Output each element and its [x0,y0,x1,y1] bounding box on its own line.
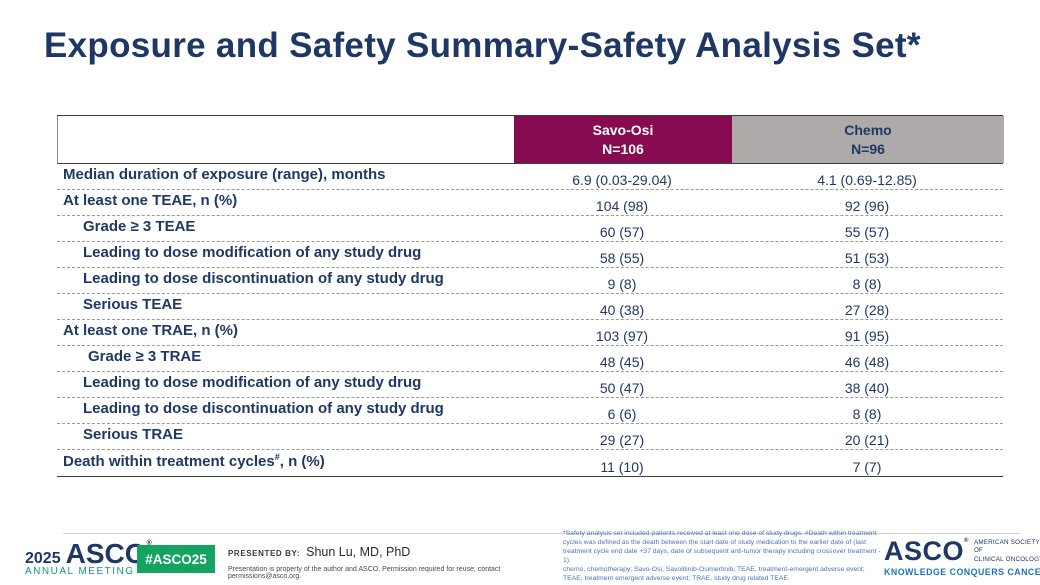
savo-osi-value: 58 (55) [599,250,645,266]
table-row: Grade ≥ 3 TRAE 48 (45) 46 (48) [57,346,1003,372]
table-row: Median duration of exposure (range), mon… [57,164,1003,190]
chemo-value: 91 (95) [844,328,890,344]
annual-meeting-label: ANNUAL MEETING [25,566,135,577]
presented-by-label: PRESENTED BY: [228,549,301,558]
asco-annual-meeting-logo-top: 2025 ASCO® [25,540,152,568]
savo-osi-n: N=106 [602,140,644,157]
chemo-value: 8 (8) [852,276,882,292]
savo-osi-value: 48 (45) [599,354,645,370]
column-header-blank [58,116,514,163]
table-row: Leading to dose modification of any stud… [57,372,1003,398]
row-label: Leading to dose discontinuation of any s… [83,270,444,287]
footnote-abbreviations: chemo, chemotherapy; Savo-Osi, Savolitin… [563,565,865,582]
chemo-value: 46 (48) [844,354,890,370]
hashtag-badge: #ASCO25 [137,545,215,573]
registered-mark: ® [964,538,969,544]
row-label: Grade ≥ 3 TRAE [88,348,202,365]
chemo-value: 4.1 (0.69-12.85) [817,172,917,188]
footnotes: *Safety analysis set included patients r… [563,530,883,584]
row-label-suffix: , n (%) [279,453,325,470]
row-label: Death within treatment cycles#, n (%) [57,450,513,476]
savo-osi-value: 40 (38) [599,302,645,318]
savo-osi-name: Savo-Osi [592,122,654,139]
savo-osi-value: 11 (10) [600,459,644,475]
page-title: Exposure and Safety Summary-Safety Analy… [44,26,921,65]
savo-osi-value: 104 (98) [595,198,649,214]
savo-osi-value: 29 (27) [599,432,645,448]
table-header-row: Savo-Osi N=106 Chemo N=96 [57,116,1004,164]
table-row: Death within treatment cycles#, n (%) 11… [57,450,1003,476]
savo-osi-value: 6 (6) [607,406,637,422]
table-row: At least one TRAE, n (%) 103 (97) 91 (95… [57,320,1003,346]
savo-osi-value: 50 (47) [599,380,645,396]
footnote-definitions: *Safety analysis set included patients r… [563,530,881,564]
chemo-value: 8 (8) [852,406,882,422]
asco-society-wordmark: ASCO® [884,536,969,566]
table-row: Leading to dose discontinuation of any s… [57,268,1003,294]
chemo-value: 27 (28) [844,302,890,318]
table-row: Grade ≥ 3 TEAE 60 (57) 55 (57) [57,216,1003,242]
registered-mark: ® [146,540,152,547]
row-label: Leading to dose modification of any stud… [83,374,422,391]
copyright-disclaimer: Presentation is property of the author a… [228,566,501,580]
table-row: Serious TRAE 29 (27) 20 (21) [57,424,1003,450]
table-row: At least one TEAE, n (%) 104 (98) 92 (96… [57,190,1003,216]
column-header-savo-osi: Savo-Osi N=106 [514,116,732,163]
table-row: Leading to dose modification of any stud… [57,242,1003,268]
savo-osi-value: 103 (97) [595,328,649,344]
row-label: At least one TEAE, n (%) [63,192,238,209]
row-label: Leading to dose modification of any stud… [83,244,422,261]
row-label: Grade ≥ 3 TEAE [83,218,196,235]
chemo-n: N=96 [851,140,885,157]
chemo-value: 20 (21) [844,432,890,448]
column-header-chemo: Chemo N=96 [732,116,1004,163]
chemo-value: 51 (53) [844,250,890,266]
chemo-value: 38 (40) [844,380,890,396]
society-name: AMERICAN SOCIETY OF CLINICAL ONCOLOGY [973,539,1040,563]
row-label: At least one TRAE, n (%) [63,322,239,339]
row-label: Serious TRAE [83,426,184,443]
table-row: Leading to dose discontinuation of any s… [57,398,1003,424]
chemo-name: Chemo [844,122,892,139]
safety-summary-table: Savo-Osi N=106 Chemo N=96 Median duratio… [57,115,1004,477]
asco-annual-meeting-logo: 2025 ASCO® ANNUAL MEETING [25,540,152,578]
asco-tagline: KNOWLEDGE CONQUERS CANCER [884,567,1040,577]
row-label: Serious TEAE [83,296,183,313]
row-label: Median duration of exposure (range), mon… [63,166,386,183]
meeting-year: 2025 [25,550,61,567]
presenter-name: Shun Lu, MD, PhD [306,545,411,559]
savo-osi-value: 9 (8) [607,276,637,292]
asco-society-logo: ASCO® AMERICAN SOCIETY OF CLINICAL ONCOL… [884,536,1040,578]
chemo-value: 92 (96) [844,198,890,214]
savo-osi-value: 6.9 (0.03-29.04) [572,172,672,188]
row-label: Leading to dose discontinuation of any s… [83,400,444,417]
presented-by-block: PRESENTED BY: Shun Lu, MD, PhD Presentat… [228,545,558,580]
chemo-value: 55 (57) [844,224,890,240]
savo-osi-value: 60 (57) [599,224,645,240]
footer-divider [63,533,1020,534]
chemo-value: 7 (7) [852,459,882,475]
asco-wordmark: ASCO® [65,538,152,569]
table-row: Serious TEAE 40 (38) 27 (28) [57,294,1003,320]
footnote-marker: # [274,452,280,462]
row-label-text: Death within treatment cycles [63,453,275,470]
